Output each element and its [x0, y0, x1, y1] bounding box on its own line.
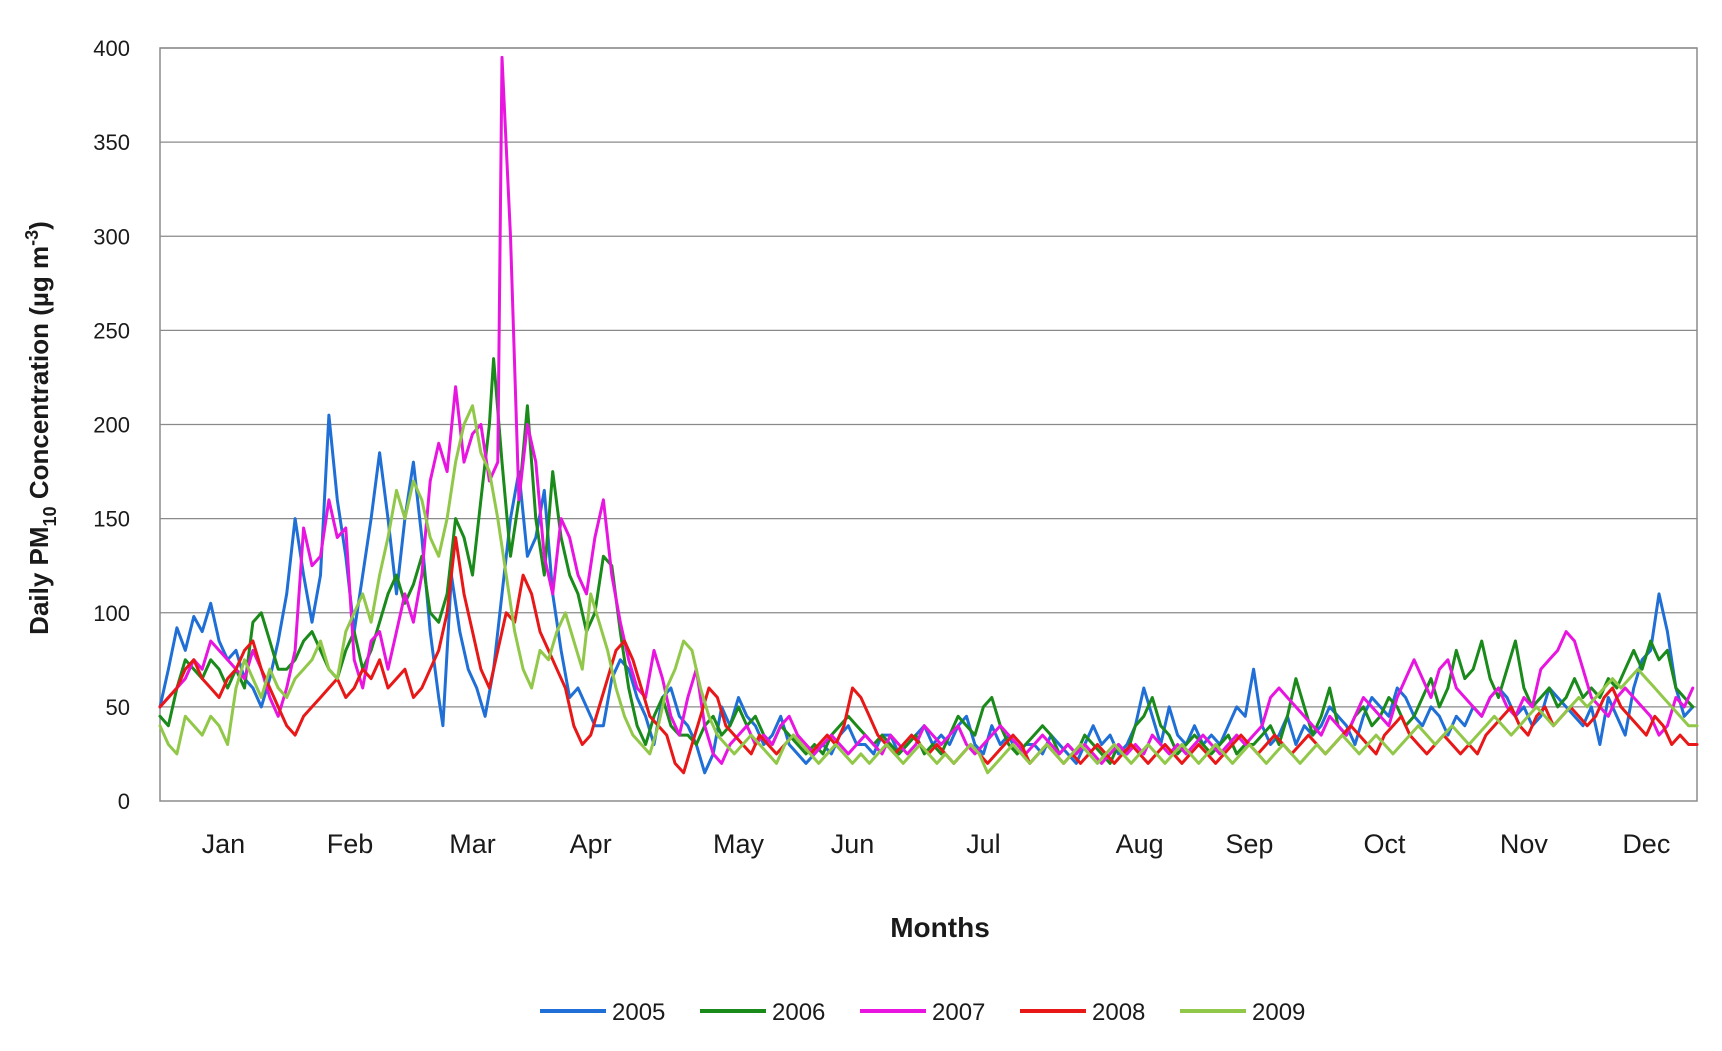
x-axis-title: Months: [890, 912, 990, 943]
y-axis-title-end: ): [24, 221, 54, 230]
y-tick-label: 250: [93, 318, 130, 343]
legend-label-2006: 2006: [772, 999, 825, 1026]
legend-label-2008: 2008: [1092, 999, 1145, 1026]
x-tick-label: Sep: [1225, 829, 1273, 859]
y-tick-label: 200: [93, 413, 130, 438]
y-tick-label: 100: [93, 601, 130, 626]
y-tick-label: 400: [93, 36, 130, 61]
y-axis-title-rest: Concentration (µg m: [24, 246, 54, 507]
x-tick-label: Feb: [327, 829, 374, 859]
y-tick-label: 50: [106, 695, 130, 720]
x-tick-label: Oct: [1364, 829, 1407, 859]
y-axis-title-subscript: 10: [40, 506, 60, 526]
y-axis: 0 50 100 150 200 250 300 350 400: [93, 36, 130, 814]
series-line-2005: [158, 413, 1695, 775]
series-line-2007: [158, 55, 1695, 765]
series-line-2009: [158, 404, 1699, 775]
series-line-2006: [158, 357, 1695, 765]
y-axis-title-superscript: -3: [22, 230, 42, 246]
x-tick-label: Apr: [570, 829, 612, 859]
x-tick-label: Nov: [1500, 829, 1549, 859]
legend-label-2007: 2007: [932, 999, 985, 1026]
x-tick-label: May: [713, 829, 765, 859]
x-tick-label: Jan: [202, 829, 246, 859]
x-tick-label: Mar: [449, 829, 496, 859]
x-tick-label: Dec: [1622, 829, 1670, 859]
x-tick-label: Jun: [831, 829, 875, 859]
plot-area: [159, 47, 1698, 802]
y-tick-label: 0: [118, 789, 130, 814]
legend: 2005 2006 2007 2008 2009: [540, 999, 1305, 1026]
x-tick-label: Jul: [966, 829, 1001, 859]
y-axis-title: Daily PM10 Concentration (µg m-3): [22, 221, 60, 635]
x-axis: Jan Feb Mar Apr May Jun Jul Aug Sep Oct Nov Dec: [202, 829, 1671, 859]
x-tick-label: Aug: [1116, 829, 1164, 859]
y-tick-label: 350: [93, 130, 130, 155]
y-axis-title-main: Daily PM: [24, 526, 54, 634]
legend-label-2009: 2009: [1252, 999, 1305, 1026]
series-group: [158, 55, 1699, 775]
y-tick-label: 300: [93, 224, 130, 249]
legend-label-2005: 2005: [612, 999, 665, 1026]
y-tick-label: 150: [93, 507, 130, 532]
